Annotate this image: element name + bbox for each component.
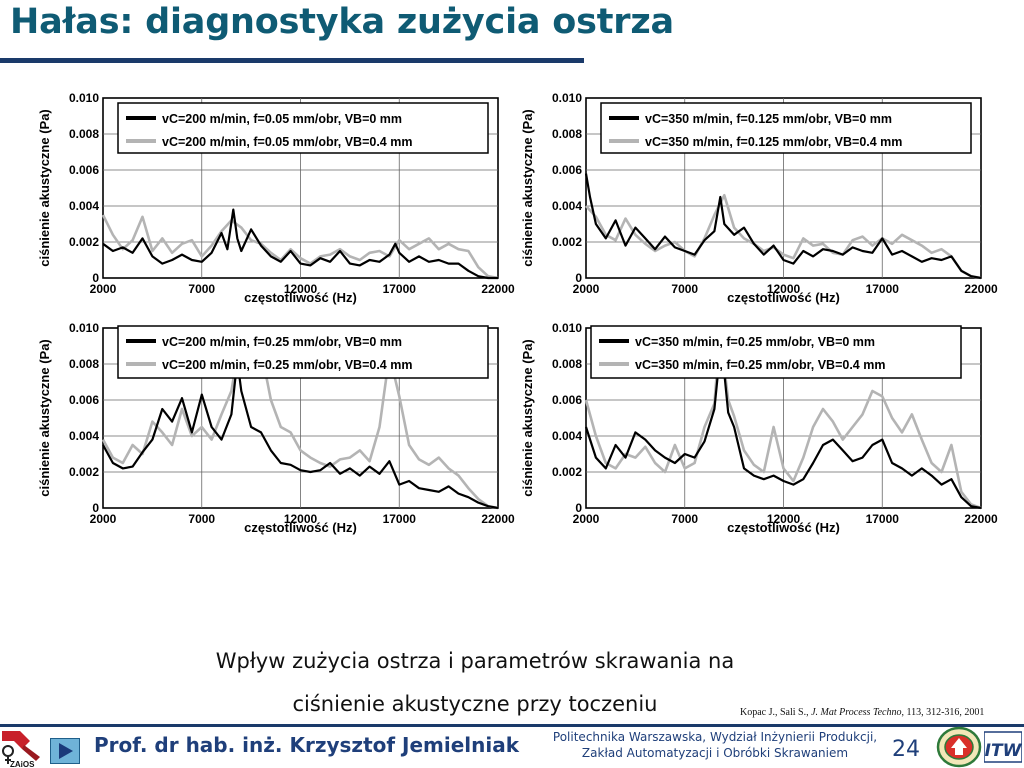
y-tick-label: 0.006 [552,163,582,177]
x-tick-label: 12000 [284,512,318,526]
affiliation-line-2: Zakład Automatyzacji i Obróbki Skrawanie… [581,746,849,760]
x-tick-label: 7000 [671,282,698,296]
caption-line-1: Wpływ zużycia ostrza i parametrów skrawa… [215,649,735,673]
x-tick-label: 22000 [481,512,515,526]
x-tick-label: 2000 [90,282,117,296]
affiliation: Politechnika Warszawska, Wydział Inżynie… [545,729,885,761]
x-tick-label: 2000 [90,512,117,526]
series-line-vb0 [102,359,499,510]
x-tick-label: 12000 [767,282,801,296]
footer-rule [0,724,1024,727]
x-tick-label: 22000 [964,512,998,526]
y-tick-label: 0.004 [69,199,99,213]
x-tick-label: 22000 [481,282,515,296]
y-tick-label: 0 [575,501,582,515]
chart-panel-top-right: 2000 7000 12000 17000 22000 0 0.002 0.004 0.006 0… [518,88,998,306]
y-tick-label: 0.002 [69,465,99,479]
x-tick-label: 2000 [573,282,600,296]
y-tick-label: 0.002 [69,235,99,249]
y-tick-label: 0.008 [552,127,582,141]
title-underline [0,58,584,63]
page-number: 24 [892,737,920,762]
y-axis-label: ciśnienie akustyczne (Pa) [37,339,52,497]
y-tick-label: 0 [92,271,99,285]
legend-box [600,102,972,154]
itw-logo-text: ITW [985,741,1022,761]
y-tick-label: 0.006 [69,393,99,407]
x-tick-label: 2000 [573,512,600,526]
x-axis-label: częstotliwość (Hz) [244,520,357,535]
next-slide-button[interactable] [50,738,80,764]
citation-authors: Kopac J., Sali S., [740,707,812,718]
chart-svg: 2000 7000 12000 17000 22000 0 0.002 0.004 0.006 0… [520,91,998,305]
legend-label: vC=350 m/min, f=0.125 mm/obr, VB=0 mm [645,112,892,126]
legend-label: vC=350 m/min, f=0.25 mm/obr, VB=0.4 mm [635,358,885,372]
y-tick-label: 0.006 [69,163,99,177]
chart-panel-top-left: 2000 7000 12000 17000 22000 0 0.002 0.004 0.006 0… [35,88,515,306]
legend-label: vC=200 m/min, f=0.25 mm/obr, VB=0 mm [162,335,402,349]
x-tick-label: 12000 [284,282,318,296]
x-tick-label: 17000 [866,512,900,526]
legend-label: vC=350 m/min, f=0.125 mm/obr, VB=0.4 mm [645,135,902,149]
university-seal-icon [936,726,982,768]
series-line-vb0 [102,208,498,280]
x-tick-label: 7000 [671,512,698,526]
chart-panel-bottom-left: 2000 7000 12000 17000 22000 0 0.002 0.004 0.006 0… [35,318,515,536]
y-tick-label: 0 [92,501,99,515]
author-name: Prof. dr hab. inż. Krzysztof Jemielniak [94,733,520,757]
x-tick-label: 7000 [188,282,215,296]
citation-details: , 113, 312-316, 2001 [901,707,985,718]
legend-label: vC=200 m/min, f=0.05 mm/obr, VB=0.4 mm [162,135,412,149]
legend-label: vC=200 m/min, f=0.25 mm/obr, VB=0.4 mm [162,358,412,372]
y-tick-label: 0.010 [552,91,582,105]
y-tick-label: 0.008 [69,357,99,371]
x-tick-label: 17000 [383,512,417,526]
itw-logo: ITW [984,731,1022,763]
legend-box [590,325,962,379]
caption-line-2: ciśnienie akustyczne przy toczeniu [292,692,658,716]
zaios-logo-text: ZAiOS [10,760,35,768]
chart-panel-bottom-right: 2000 7000 12000 17000 22000 0 0.002 0.004 0.006 0… [518,318,998,536]
y-tick-label: 0.002 [552,465,582,479]
x-tick-label: 12000 [767,512,801,526]
slide-title: Hałas: diagnostyka zużycia ostrza [10,2,674,42]
y-tick-label: 0.008 [552,357,582,371]
x-tick-label: 7000 [188,512,215,526]
y-tick-label: 0.008 [69,127,99,141]
affiliation-line-1: Politechnika Warszawska, Wydział Inżynie… [552,730,878,744]
y-tick-label: 0.002 [552,235,582,249]
y-tick-label: 0.004 [552,429,582,443]
y-axis-label: ciśnienie akustyczne (Pa) [520,339,535,497]
x-axis-label: częstotliwość (Hz) [244,290,357,305]
y-tick-label: 0.010 [69,91,99,105]
y-tick-label: 0 [575,271,582,285]
zaios-logo: ZAiOS [2,731,40,768]
play-arrow-icon [59,743,73,759]
x-axis-label: częstotliwość (Hz) [727,290,840,305]
chart-svg: 2000 7000 12000 17000 22000 0 0.002 0.004 0.006 0… [37,91,515,305]
legend-label: vC=350 m/min, f=0.25 mm/obr, VB=0 mm [635,335,875,349]
legend-box [117,102,489,154]
y-tick-label: 0.010 [69,321,99,335]
x-tick-label: 22000 [964,282,998,296]
y-tick-label: 0.006 [552,393,582,407]
legend-box [117,325,489,379]
y-tick-label: 0.004 [552,199,582,213]
legend-label: vC=200 m/min, f=0.05 mm/obr, VB=0 mm [162,112,402,126]
y-tick-label: 0.004 [69,429,99,443]
slide-caption: Wpływ zużycia ostrza i parametrów skrawa… [150,640,800,726]
citation-journal: J. Mat Process Techno [811,707,902,718]
x-tick-label: 17000 [866,282,900,296]
chart-svg: 2000 7000 12000 17000 22000 0 0.002 0.004 0.006 0… [37,321,515,535]
y-axis-label: ciśnienie akustyczne (Pa) [520,109,535,267]
y-axis-label: ciśnienie akustyczne (Pa) [37,109,52,267]
chart-svg: 2000 7000 12000 17000 22000 0 0.002 0.004 0.006 0… [520,321,998,535]
citation: Kopac J., Sali S., J. Mat Process Techno… [740,707,984,718]
x-tick-label: 17000 [383,282,417,296]
y-tick-label: 0.010 [552,321,582,335]
x-axis-label: częstotliwość (Hz) [727,520,840,535]
